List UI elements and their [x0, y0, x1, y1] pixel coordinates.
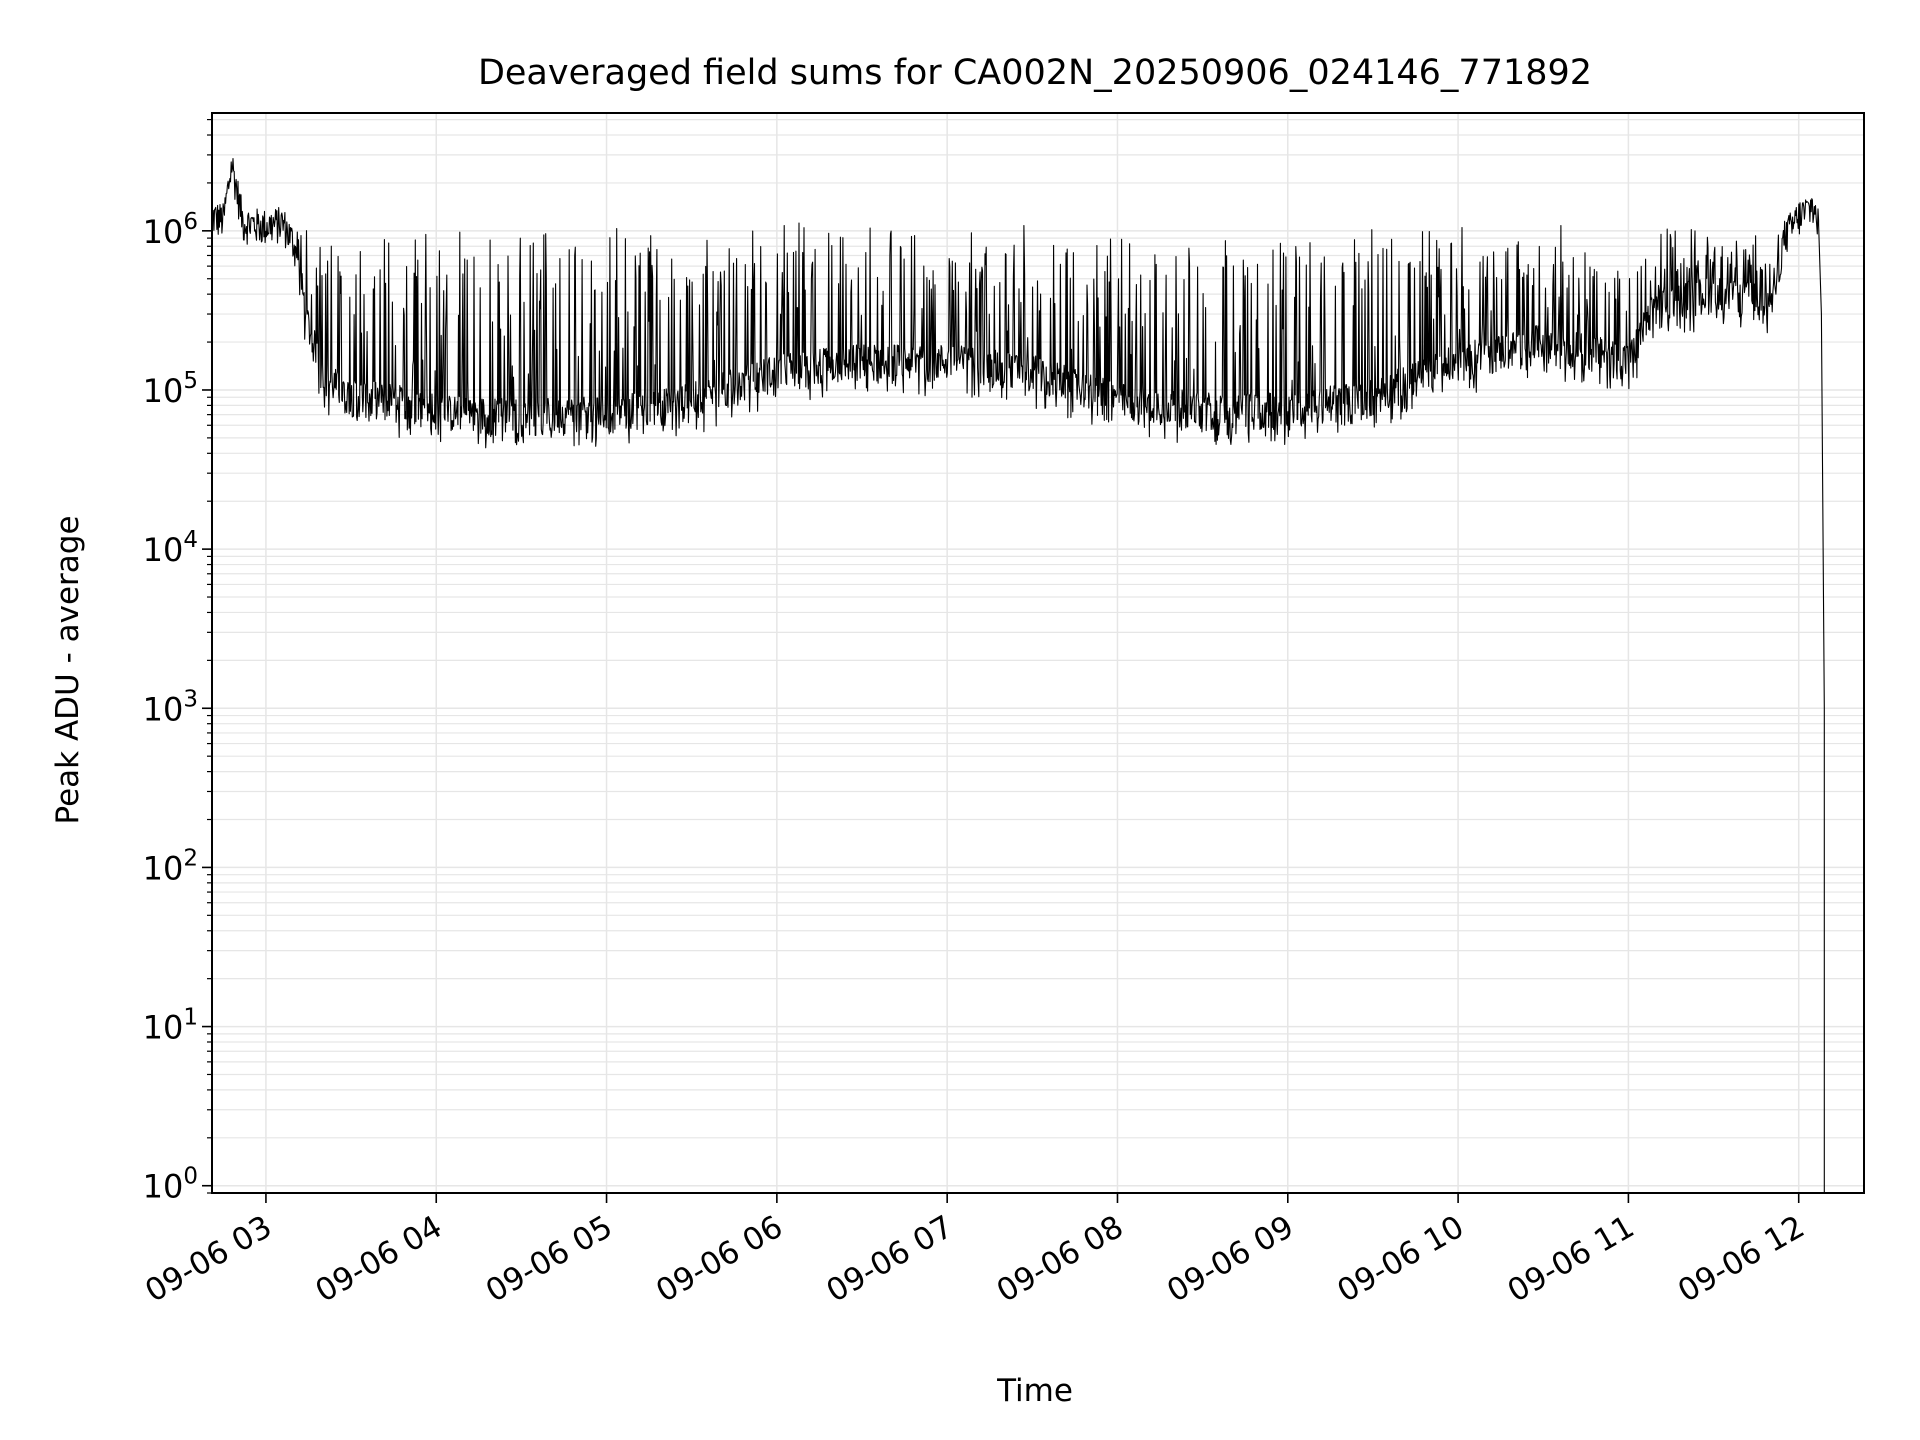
y-tick-label-base: 10	[143, 531, 184, 569]
x-axis-label: Time	[996, 1373, 1073, 1409]
series-line	[211, 158, 1825, 1193]
y-tick-label: 100	[143, 1164, 198, 1206]
series-layer	[211, 158, 1825, 1193]
y-tick-label-exponent: 0	[183, 1164, 198, 1190]
y-tick-label-base: 10	[143, 372, 184, 410]
y-tick-label-base: 10	[143, 213, 184, 251]
y-tick-label-exponent: 1	[183, 1005, 198, 1031]
chart-title: Deaveraged field sums for CA002N_2025090…	[478, 53, 1592, 93]
y-tick-label-base: 10	[143, 849, 184, 887]
axes	[211, 112, 1865, 1194]
y-axis-label: Peak ADU - average	[50, 515, 86, 824]
y-tick-label-exponent: 3	[183, 686, 198, 712]
y-tick-label-base: 10	[143, 690, 184, 728]
y-tick-label-exponent: 5	[183, 368, 198, 394]
y-tick-label-exponent: 4	[183, 527, 198, 553]
y-tick-label-base: 10	[143, 1009, 184, 1047]
y-tick-label-base: 10	[143, 1168, 184, 1206]
y-tick-label: 103	[143, 686, 198, 728]
y-tick-label: 101	[143, 1005, 198, 1047]
y-tick-label: 105	[143, 368, 198, 410]
y-tick-label: 104	[143, 527, 198, 569]
y-tick-label: 102	[143, 845, 198, 887]
y-tick-label-exponent: 6	[183, 209, 198, 235]
y-tick-label-exponent: 2	[183, 845, 198, 871]
y-tick-label: 106	[143, 209, 198, 251]
plot-frame	[211, 112, 1865, 1194]
